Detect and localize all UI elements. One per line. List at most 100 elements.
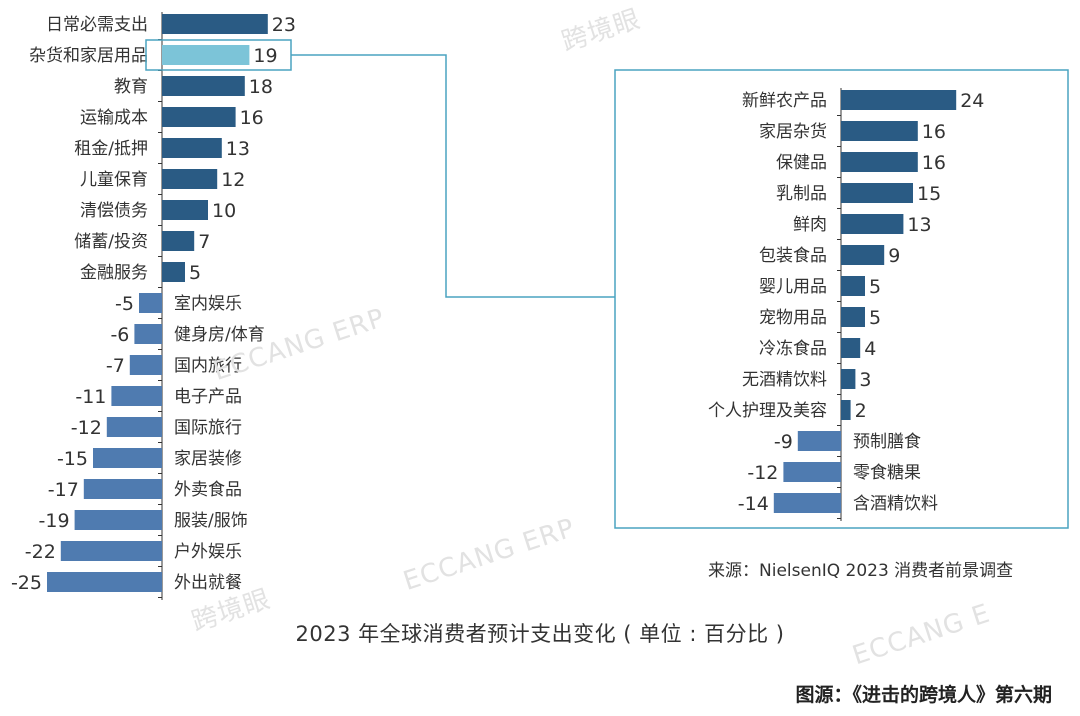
left-value-label: -19 xyxy=(39,510,70,532)
right-value-label: -14 xyxy=(738,493,769,515)
left-category-label: 外出就餐 xyxy=(174,573,242,593)
right-value-label: 4 xyxy=(864,338,876,360)
detail-panel-frame xyxy=(614,69,1069,529)
right-bar xyxy=(783,462,841,482)
left-value-label: -12 xyxy=(71,417,102,439)
left-bar xyxy=(129,355,162,375)
left-value-label: -25 xyxy=(11,572,42,594)
left-category-label: 储蓄/投资 xyxy=(74,232,148,252)
left-category-label: 电子产品 xyxy=(174,387,242,407)
right-bar xyxy=(841,152,918,172)
left-bar xyxy=(162,107,236,127)
left-bar xyxy=(93,448,162,468)
left-category-label: 国际旅行 xyxy=(174,418,242,438)
right-category-label: 冷冻食品 xyxy=(759,339,827,359)
left-value-label: -7 xyxy=(106,355,125,377)
right-value-label: 3 xyxy=(859,369,871,391)
left-bar xyxy=(162,231,195,251)
right-category-label: 鲜肉 xyxy=(793,215,827,235)
right-value-label: 9 xyxy=(888,245,900,267)
left-bar xyxy=(162,76,245,96)
left-bar xyxy=(74,510,162,530)
left-bar xyxy=(47,572,162,592)
right-category-label: 新鲜农产品 xyxy=(742,91,827,111)
left-value-label: -22 xyxy=(25,541,56,563)
left-value-label: 18 xyxy=(249,76,273,98)
left-bar xyxy=(162,169,218,189)
left-category-label: 租金/抵押 xyxy=(74,139,148,159)
left-value-label: 10 xyxy=(212,200,236,222)
left-category-label: 杂货和家居用品 xyxy=(29,46,148,66)
right-category-label: 包装食品 xyxy=(759,246,827,266)
left-value-label: -15 xyxy=(57,448,88,470)
left-bar xyxy=(83,479,162,499)
chart-caption: 2023 年全球消费者预计支出变化 ( 单位 : 百分比 ) xyxy=(295,622,785,646)
left-category-label: 国内旅行 xyxy=(174,356,242,376)
right-bar xyxy=(841,338,861,358)
left-bar xyxy=(111,386,162,406)
left-bar xyxy=(60,541,162,561)
right-category-label: 乳制品 xyxy=(776,184,827,204)
right-category-label: 预制膳食 xyxy=(853,432,921,452)
left-value-label: 23 xyxy=(272,14,296,36)
right-bar xyxy=(841,90,957,110)
left-value-label: 13 xyxy=(226,138,250,160)
right-category-label: 无酒精饮料 xyxy=(742,370,827,390)
right-value-label: -12 xyxy=(747,462,778,484)
left-value-label: 16 xyxy=(240,107,264,129)
left-bar xyxy=(106,417,162,437)
left-value-label: -17 xyxy=(48,479,79,501)
left-category-label: 儿童保育 xyxy=(80,170,148,190)
left-category-label: 外卖食品 xyxy=(174,480,242,500)
left-bar xyxy=(162,262,185,282)
left-value-label: -11 xyxy=(75,386,106,408)
right-value-label: 5 xyxy=(869,276,881,298)
left-value-label: 7 xyxy=(198,231,210,253)
right-bar xyxy=(841,400,851,420)
left-category-label: 家居装修 xyxy=(174,449,242,469)
right-bar xyxy=(841,276,865,296)
right-value-label: 15 xyxy=(917,183,941,205)
right-bar xyxy=(841,183,913,203)
right-bar xyxy=(841,307,865,327)
left-bar xyxy=(162,138,222,158)
source-note: 来源：NielsenIQ 2023 消费者前景调查 xyxy=(708,561,1014,581)
right-value-label: 2 xyxy=(855,400,867,422)
left-category-label: 教育 xyxy=(114,77,148,97)
left-value-label: -6 xyxy=(110,324,129,346)
left-category-label: 金融服务 xyxy=(80,263,148,283)
left-value-label: 19 xyxy=(253,45,277,67)
right-bar xyxy=(841,121,918,141)
right-category-label: 保健品 xyxy=(776,153,827,173)
left-category-label: 户外娱乐 xyxy=(174,542,242,562)
right-bar xyxy=(841,369,856,389)
left-category-label: 服装/服饰 xyxy=(174,511,248,531)
left-category-label: 室内娱乐 xyxy=(174,294,242,314)
image-credit: 图源：《进击的跨境人》第六期 xyxy=(795,684,1052,706)
right-category-label: 个人护理及美容 xyxy=(708,401,827,421)
left-category-label: 健身房/体育 xyxy=(174,325,265,345)
right-category-label: 零食糖果 xyxy=(853,463,921,483)
right-value-label: 16 xyxy=(922,121,946,143)
right-bar xyxy=(773,493,841,513)
left-value-label: 12 xyxy=(221,169,245,191)
left-bar xyxy=(139,293,162,313)
left-bar xyxy=(162,45,250,65)
left-category-label: 清偿债务 xyxy=(80,201,148,221)
right-value-label: 5 xyxy=(869,307,881,329)
right-category-label: 家居杂货 xyxy=(759,122,827,142)
right-bar xyxy=(797,431,841,451)
left-category-label: 日常必需支出 xyxy=(46,15,148,35)
right-value-label: 24 xyxy=(960,90,984,112)
right-value-label: 16 xyxy=(922,152,946,174)
left-bar xyxy=(134,324,162,344)
right-category-label: 宠物用品 xyxy=(759,308,827,328)
right-category-label: 婴儿用品 xyxy=(759,277,827,297)
right-bar xyxy=(841,245,885,265)
left-bar xyxy=(162,200,208,220)
right-value-label: 13 xyxy=(907,214,931,236)
right-bar xyxy=(841,214,904,234)
highlight-connector xyxy=(145,39,1069,529)
connector-line xyxy=(291,54,615,298)
